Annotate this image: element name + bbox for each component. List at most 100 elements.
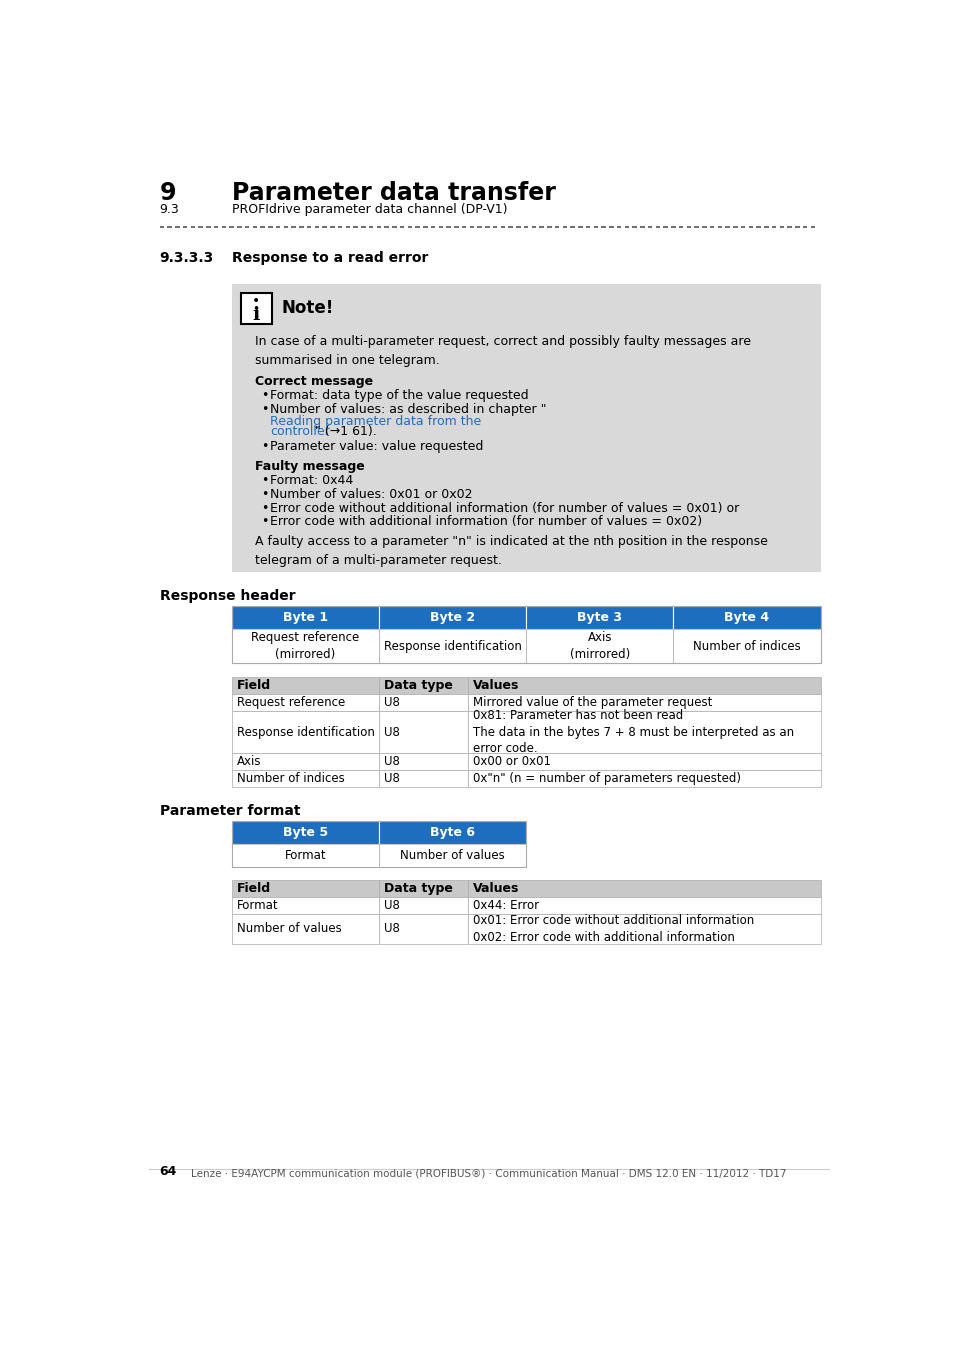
Text: Number of values: 0x01 or 0x02: Number of values: 0x01 or 0x02 <box>270 487 473 501</box>
Bar <box>232 821 525 867</box>
Text: Correct message: Correct message <box>254 375 373 389</box>
Text: 0x44: Error: 0x44: Error <box>473 899 539 911</box>
Text: •: • <box>261 502 268 514</box>
Text: Byte 2: Byte 2 <box>430 612 475 624</box>
Text: Format: Format <box>236 899 278 911</box>
Text: Number of indices: Number of indices <box>693 640 800 653</box>
Text: Number of indices: Number of indices <box>236 772 344 786</box>
Bar <box>232 606 820 663</box>
Text: Number of values: as described in chapter ": Number of values: as described in chapte… <box>270 404 546 416</box>
Bar <box>468 694 820 711</box>
Text: U8: U8 <box>384 899 399 911</box>
Text: Lenze · E94AYCPM communication module (PROFIBUS®) · Communication Manual · DMS 1: Lenze · E94AYCPM communication module (P… <box>191 1168 786 1179</box>
Text: PROFIdrive parameter data channel (DP-V1): PROFIdrive parameter data channel (DP-V1… <box>232 202 507 216</box>
Text: •: • <box>261 440 268 454</box>
Text: U8: U8 <box>384 726 399 738</box>
Bar <box>232 771 378 787</box>
Bar <box>232 821 378 844</box>
Bar <box>232 880 378 896</box>
Bar <box>525 606 673 629</box>
Text: Format: Format <box>284 849 326 863</box>
Bar <box>673 606 820 629</box>
Bar <box>378 753 468 771</box>
Text: Byte 6: Byte 6 <box>430 826 475 840</box>
Text: U8: U8 <box>384 756 399 768</box>
Text: Note!: Note! <box>281 300 334 317</box>
Bar <box>232 844 378 867</box>
Bar <box>468 771 820 787</box>
Bar <box>468 753 820 771</box>
Bar <box>232 896 378 914</box>
Bar <box>673 629 820 663</box>
Text: U8: U8 <box>384 772 399 786</box>
Bar <box>468 880 820 896</box>
Bar <box>378 629 525 663</box>
Text: Field: Field <box>236 882 271 895</box>
Bar <box>232 606 378 629</box>
Text: 0x81: Parameter has not been read
The data in the bytes 7 + 8 must be interprete: 0x81: Parameter has not been read The da… <box>473 709 794 755</box>
Text: Parameter format: Parameter format <box>159 805 300 818</box>
Text: Format: data type of the value requested: Format: data type of the value requested <box>270 389 529 402</box>
Text: 0x00 or 0x01: 0x00 or 0x01 <box>473 756 551 768</box>
Bar <box>378 896 468 914</box>
Text: Values: Values <box>473 882 519 895</box>
Bar <box>468 678 820 694</box>
Bar <box>232 914 378 944</box>
Text: " (→1 61).: " (→1 61). <box>315 425 376 439</box>
Bar <box>232 753 378 771</box>
Text: •: • <box>261 474 268 487</box>
Text: 9: 9 <box>159 181 176 205</box>
Text: A faulty access to a parameter "n" is indicated at the nth position in the respo: A faulty access to a parameter "n" is in… <box>254 536 767 567</box>
Text: Axis
(mirrored): Axis (mirrored) <box>569 632 629 662</box>
Text: Response identification: Response identification <box>236 726 375 738</box>
Text: U8: U8 <box>384 922 399 936</box>
Text: •: • <box>261 487 268 501</box>
Text: Parameter data transfer: Parameter data transfer <box>232 181 555 205</box>
Text: Error code without additional information (for number of values = 0x01) or: Error code without additional informatio… <box>270 502 739 514</box>
Text: Byte 1: Byte 1 <box>282 612 328 624</box>
Text: Response header: Response header <box>159 590 294 603</box>
Text: i: i <box>253 306 260 324</box>
Text: Request reference: Request reference <box>236 697 345 709</box>
Text: Mirrored value of the parameter request: Mirrored value of the parameter request <box>473 697 712 709</box>
Text: Byte 3: Byte 3 <box>577 612 621 624</box>
Bar <box>378 711 468 753</box>
Bar <box>232 678 378 694</box>
Bar <box>468 914 820 944</box>
Text: Field: Field <box>236 679 271 693</box>
Text: Number of values: Number of values <box>236 922 341 936</box>
Bar <box>525 629 673 663</box>
Text: 9.3.3.3: 9.3.3.3 <box>159 251 213 265</box>
Text: Data type: Data type <box>384 882 453 895</box>
Text: •: • <box>261 389 268 402</box>
Text: Byte 5: Byte 5 <box>282 826 328 840</box>
Text: Parameter value: value requested: Parameter value: value requested <box>270 440 483 454</box>
Bar <box>241 293 272 324</box>
Text: Response to a read error: Response to a read error <box>232 251 428 265</box>
Bar <box>378 821 525 844</box>
Text: U8: U8 <box>384 697 399 709</box>
Text: Values: Values <box>473 679 519 693</box>
Bar <box>232 284 820 572</box>
Bar <box>378 678 468 694</box>
Text: Number of values: Number of values <box>399 849 504 863</box>
Bar <box>232 629 378 663</box>
Bar <box>378 844 525 867</box>
Text: In case of a multi-parameter request, correct and possibly faulty messages are
s: In case of a multi-parameter request, co… <box>254 335 750 367</box>
Text: •: • <box>261 516 268 528</box>
Text: 64: 64 <box>159 1165 176 1179</box>
Bar <box>232 694 378 711</box>
Text: 0x01: Error code without additional information
0x02: Error code with additional: 0x01: Error code without additional info… <box>473 914 754 944</box>
Text: 9.3: 9.3 <box>159 202 179 216</box>
Text: Faulty message: Faulty message <box>254 460 364 472</box>
Text: Reading parameter data from the: Reading parameter data from the <box>270 414 481 428</box>
Text: Byte 4: Byte 4 <box>723 612 769 624</box>
Bar <box>378 914 468 944</box>
Text: Request reference
(mirrored): Request reference (mirrored) <box>251 632 359 662</box>
Bar <box>378 771 468 787</box>
Text: Response identification: Response identification <box>383 640 521 653</box>
Text: 0x"n" (n = number of parameters requested): 0x"n" (n = number of parameters requeste… <box>473 772 740 786</box>
Text: •: • <box>261 404 268 416</box>
Text: •: • <box>252 294 260 309</box>
Text: controller: controller <box>270 425 330 439</box>
